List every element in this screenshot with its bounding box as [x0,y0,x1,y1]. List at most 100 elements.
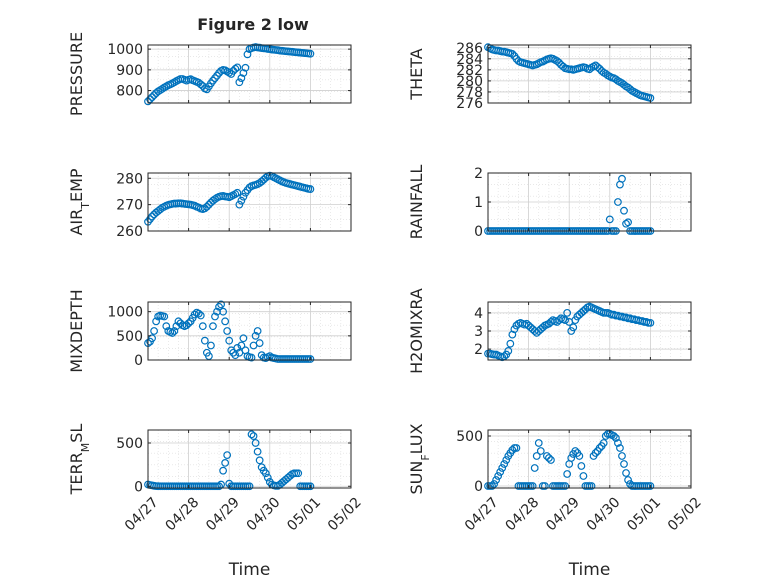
y-tick-label: 0 [474,479,483,495]
data-point [498,464,507,472]
y-tick-label: 2 [474,166,483,182]
data-point [616,444,624,452]
data-point [646,482,655,490]
y-tick-label: 1000 [107,42,143,58]
data-point [231,351,240,360]
data-point [219,307,228,316]
axes-box [147,429,352,489]
data-point [239,192,248,201]
data-point [490,480,498,488]
data-point [500,460,509,468]
data-point [253,327,262,335]
data-point [306,482,315,491]
y-tick-label: 1 [474,195,483,211]
data-point [221,458,230,467]
data-point [512,444,521,452]
data-point [540,482,549,490]
data-point [235,200,244,209]
data-point [235,78,244,87]
data-point [239,334,248,343]
data-point [211,195,219,204]
data-point [194,309,203,318]
y-axis-label: PRESSURE [67,32,86,116]
data-point [160,312,169,321]
data-point [204,200,213,209]
panel-h2omixra: 2 3 4 H2OMIXRA [407,288,692,374]
data-point [618,174,626,183]
data-point [184,319,193,328]
data-point [148,93,156,102]
data-point [611,434,620,442]
y-tick-label: 900 [116,63,143,79]
data-point [233,188,242,197]
data-point [263,473,272,482]
data-point [156,205,165,214]
data-point [306,49,315,58]
data-point [595,64,604,73]
data-point [170,327,179,335]
data-point [251,331,260,340]
data-point [577,462,586,470]
panel-mixdepth: 0 500 1000 MIXDEPTH [67,289,352,373]
data-point [534,439,543,447]
data-point [223,327,232,335]
data-point [231,190,240,198]
data-point [225,336,234,345]
data-point [174,317,183,326]
data-point [251,439,260,447]
data-point [202,202,211,211]
data-point [211,312,219,321]
data-point [306,185,315,193]
axes-box [147,172,352,232]
data-point [200,336,209,345]
data-point [253,447,262,456]
data-point [559,62,568,71]
data-point [545,454,553,462]
data-point [241,63,250,72]
data-point [237,196,246,205]
data-point [223,451,232,460]
y-tick-label: 0 [134,353,143,369]
data-point [624,476,632,484]
y-tick-label: 800 [116,84,143,100]
data-point [211,74,219,83]
data-point [233,344,242,352]
data-point [204,352,213,361]
data-point [247,353,256,362]
data-point [243,50,252,59]
y-tick-label: 500 [116,436,143,452]
axes-box [147,44,352,104]
data-point [542,452,551,460]
data-point [215,302,223,311]
data-point [209,76,217,85]
data-point [575,452,584,460]
data-point [198,322,207,331]
y-tick-label: 270 [116,198,143,214]
data-point [569,323,578,332]
y-tick-label: 280 [456,74,483,90]
data-point [196,80,205,89]
y-tick-label: 284 [456,52,483,68]
data-point [255,456,264,465]
data-point [215,482,223,491]
data-point [547,456,555,464]
data-point [614,439,622,447]
data-point [571,447,580,455]
data-point [646,318,655,327]
data-point [530,464,539,472]
data-point [508,446,517,454]
data-point [561,482,570,490]
data-point [624,218,632,227]
data-point [553,57,561,65]
y-tick-label: 276 [456,96,483,112]
panel-air_temp: 260 270 280 AIRTEMP [67,168,352,240]
y-tick-label: 3 [474,324,483,340]
data-point [508,49,517,58]
data-point [209,322,217,331]
data-point [622,219,630,228]
x-axis-label: Time [228,560,271,580]
y-tick-label: 282 [456,63,483,79]
y-axis-label: SUNFLUX [407,423,432,494]
data-point [152,317,161,326]
